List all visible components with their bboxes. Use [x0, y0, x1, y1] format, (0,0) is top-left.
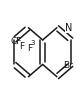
Text: CF: CF	[11, 37, 22, 46]
Text: N: N	[65, 23, 72, 33]
Text: Br: Br	[63, 61, 73, 70]
Text: F: F	[27, 44, 32, 53]
Text: 3: 3	[30, 40, 35, 46]
Text: F: F	[19, 42, 24, 51]
